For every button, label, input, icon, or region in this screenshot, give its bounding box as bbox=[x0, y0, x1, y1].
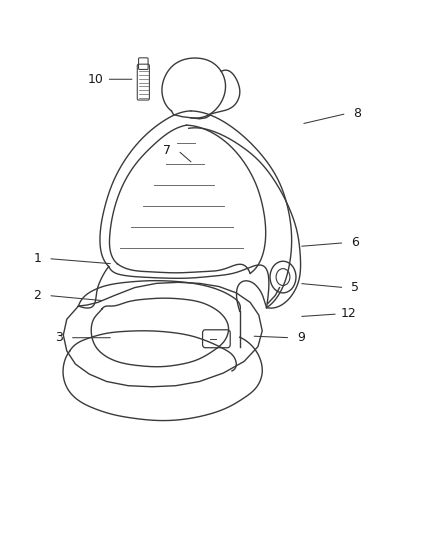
Text: 3: 3 bbox=[55, 331, 63, 344]
Text: 2: 2 bbox=[33, 289, 41, 302]
Text: 8: 8 bbox=[353, 107, 361, 120]
Text: 12: 12 bbox=[341, 308, 357, 320]
Text: 10: 10 bbox=[88, 73, 104, 86]
Text: 5: 5 bbox=[351, 281, 359, 294]
Text: 7: 7 bbox=[163, 144, 171, 157]
Text: 1: 1 bbox=[33, 252, 41, 265]
Text: 6: 6 bbox=[351, 236, 359, 249]
Text: 9: 9 bbox=[297, 331, 305, 344]
